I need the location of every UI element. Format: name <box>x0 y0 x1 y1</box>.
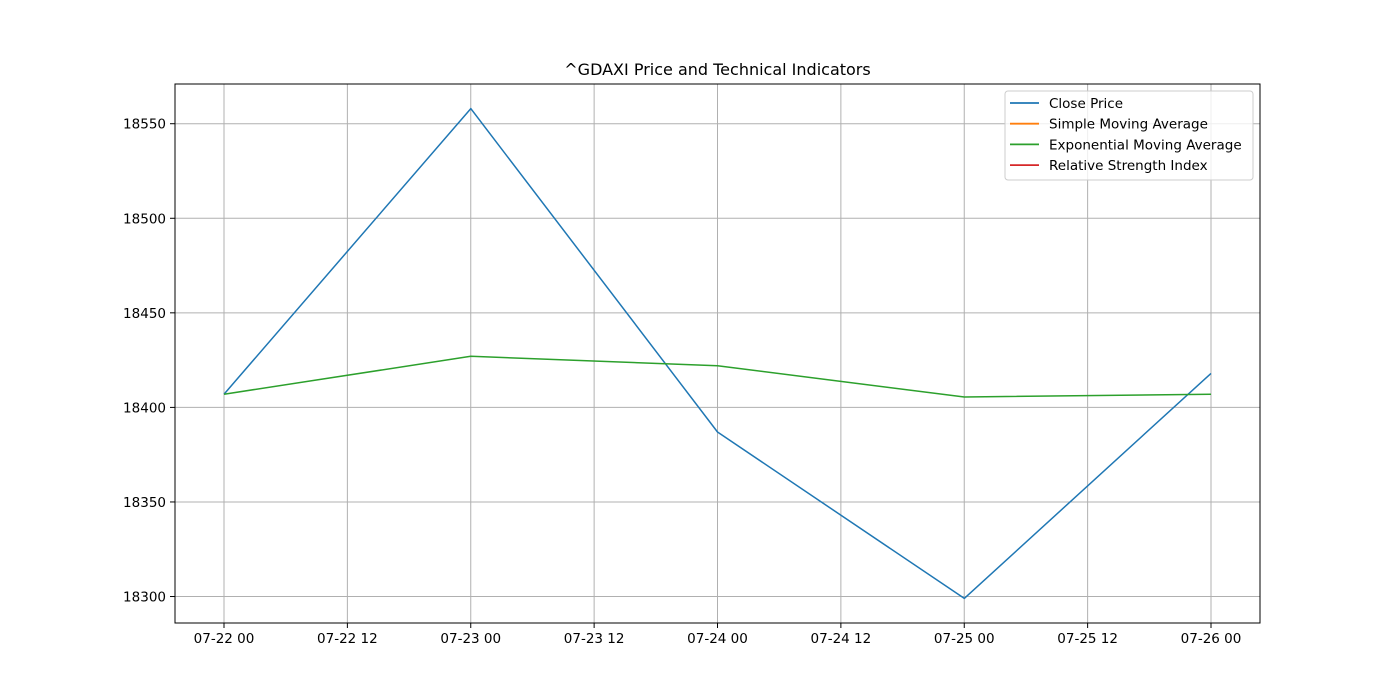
y-tick-label: 18350 <box>123 495 166 511</box>
x-tick-label: 07-24 00 <box>687 631 748 647</box>
y-tick-label: 18300 <box>123 590 166 606</box>
chart-title: ^GDAXI Price and Technical Indicators <box>564 60 870 79</box>
x-tick-label: 07-23 00 <box>440 631 501 647</box>
legend-label-relative-strength-index: Relative Strength Index <box>1049 158 1208 174</box>
series-lines <box>223 107 1212 600</box>
legend-label-close-price: Close Price <box>1049 96 1123 112</box>
x-tick-label: 07-23 12 <box>564 631 625 647</box>
series-line-close-price <box>223 107 1212 600</box>
y-tick-label: 18450 <box>123 306 166 322</box>
legend: Close Price Simple Moving Average Exponent… <box>1004 90 1254 181</box>
y-tick-label: 18500 <box>123 211 166 227</box>
y-tick-label: 18550 <box>123 117 166 133</box>
x-tick-label: 07-22 00 <box>194 631 255 647</box>
x-tick-label: 07-25 12 <box>1057 631 1118 647</box>
axis-ticks: 07-22 00 07-22 12 07-23 00 07-23 12 07-24 00… <box>123 117 1241 647</box>
x-tick-label: 07-26 00 <box>1181 631 1242 647</box>
legend-box <box>1004 90 1254 181</box>
x-tick-label: 07-22 12 <box>317 631 378 647</box>
series-line-exponential-moving-average <box>223 355 1212 398</box>
legend-label-simple-moving-average: Simple Moving Average <box>1049 117 1208 133</box>
y-tick-label: 18400 <box>123 400 166 416</box>
x-tick-label: 07-24 12 <box>811 631 872 647</box>
legend-label-exponential-moving-average: Exponential Moving Average <box>1049 137 1242 153</box>
x-tick-label: 07-25 00 <box>934 631 995 647</box>
